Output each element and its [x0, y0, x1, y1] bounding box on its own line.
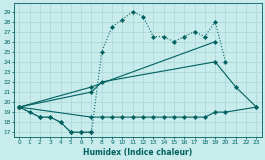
X-axis label: Humidex (Indice chaleur): Humidex (Indice chaleur) [83, 148, 192, 156]
